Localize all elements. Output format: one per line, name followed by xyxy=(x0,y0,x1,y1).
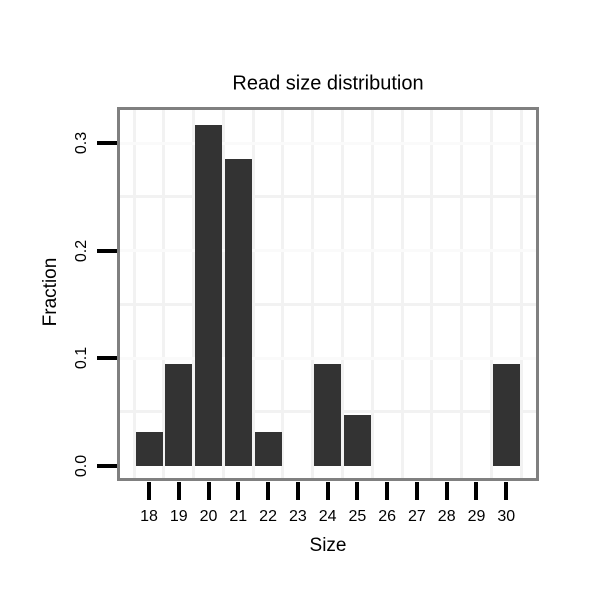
x-tick-label: 22 xyxy=(259,508,277,525)
bar-size-20 xyxy=(195,125,223,466)
x-axis-tick xyxy=(266,482,271,500)
bar-size-21 xyxy=(224,159,252,466)
x-axis-tick xyxy=(295,482,300,500)
y-axis-tick xyxy=(97,463,117,468)
x-axis-tick xyxy=(385,482,390,500)
vertical-minor-gridline xyxy=(430,110,434,478)
x-tick-label: 18 xyxy=(140,508,158,525)
x-axis-tick xyxy=(414,482,419,500)
bar-size-18 xyxy=(135,432,163,466)
bar-size-25 xyxy=(343,415,371,466)
x-axis-title: Size xyxy=(309,535,347,556)
vertical-minor-gridline xyxy=(519,110,523,478)
y-axis-tick xyxy=(97,248,117,253)
horizontal-minor-gridline xyxy=(120,302,536,306)
x-axis-tick xyxy=(176,482,181,500)
y-tick-label: 0.2 xyxy=(73,239,90,262)
x-tick-label: 30 xyxy=(497,508,516,525)
vertical-minor-gridline xyxy=(311,110,315,478)
chart-title: Read size distribution xyxy=(232,72,424,95)
vertical-minor-gridline xyxy=(460,110,464,478)
bar-size-24 xyxy=(314,364,342,466)
vertical-minor-gridline xyxy=(162,110,166,478)
y-axis-title: Fraction xyxy=(40,257,61,327)
vertical-minor-gridline xyxy=(221,110,225,478)
x-tick-label: 21 xyxy=(229,508,248,525)
horizontal-minor-gridline xyxy=(120,195,536,199)
vertical-minor-gridline xyxy=(489,110,493,478)
y-axis-tick xyxy=(97,141,117,145)
vertical-minor-gridline xyxy=(400,110,404,478)
vertical-minor-gridline xyxy=(132,110,136,478)
x-axis-tick xyxy=(504,482,509,500)
y-tick-label: 0.0 xyxy=(73,454,90,477)
x-axis-tick xyxy=(444,482,449,500)
x-axis-tick xyxy=(355,482,360,500)
x-tick-label: 28 xyxy=(437,508,456,525)
x-tick-label: 20 xyxy=(199,508,218,525)
vertical-minor-gridline xyxy=(192,110,196,478)
vertical-minor-gridline xyxy=(370,110,374,478)
x-axis-tick xyxy=(147,482,151,500)
vertical-minor-gridline xyxy=(281,110,285,478)
y-axis-tick xyxy=(97,356,117,360)
x-tick-label: 26 xyxy=(378,508,397,525)
x-axis-tick xyxy=(474,482,479,500)
x-tick-label: 24 xyxy=(318,508,337,525)
plot-panel xyxy=(117,107,539,481)
x-axis-tick xyxy=(236,482,241,500)
y-tick-label: 0.3 xyxy=(73,131,90,155)
horizontal-major-gridline xyxy=(120,141,536,145)
horizontal-major-gridline xyxy=(120,249,536,252)
bar-size-30 xyxy=(492,364,520,466)
x-tick-label: 29 xyxy=(467,508,486,525)
x-tick-label: 27 xyxy=(408,508,426,525)
y-tick-label: 0.1 xyxy=(73,346,90,370)
x-axis-tick xyxy=(325,482,330,500)
x-axis-tick xyxy=(206,482,211,500)
bar-size-19 xyxy=(165,364,193,466)
vertical-minor-gridline xyxy=(341,110,344,478)
x-tick-label: 23 xyxy=(288,508,307,525)
vertical-minor-gridline xyxy=(251,110,255,478)
bar-size-22 xyxy=(254,432,282,466)
x-tick-label: 19 xyxy=(169,508,188,525)
horizontal-major-gridline xyxy=(120,356,536,360)
x-tick-label: 25 xyxy=(348,508,367,525)
